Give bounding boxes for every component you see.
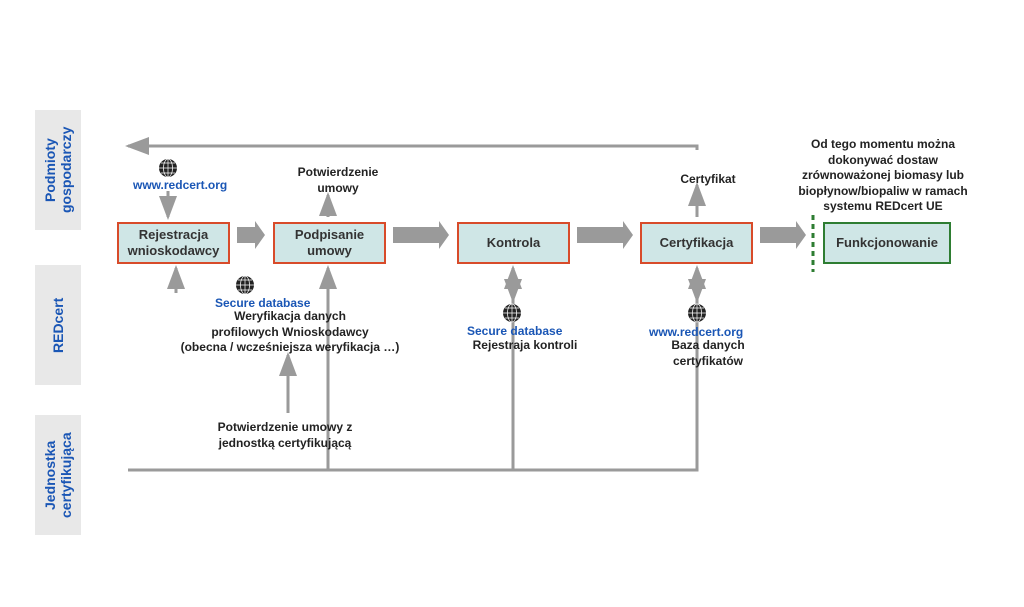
link-link2: www.redcert.org — [649, 325, 743, 339]
globe-icon — [502, 303, 522, 323]
lane-gospodarczy: Podmiotygospodarczy — [35, 110, 81, 230]
annot-a_certyf: Certyfikat — [668, 172, 748, 188]
box-funkcjonowanie: Funkcjonowanie — [823, 222, 951, 264]
arrow-t_top_long — [128, 146, 697, 150]
link-link1: www.redcert.org — [133, 178, 227, 192]
block-arrow — [237, 221, 265, 249]
block-arrow — [393, 221, 449, 249]
globe-icon — [235, 275, 255, 295]
block-arrow — [577, 221, 633, 249]
lane-certyfikujaca: Jednostkacertyfikująca — [35, 415, 81, 535]
box-certyfikacja: Certyfikacja — [640, 222, 753, 264]
box-podpisanie: Podpisanieumowy — [273, 222, 386, 264]
box-kontrola: Kontrola — [457, 222, 570, 264]
annot-a_rejk: Rejestraja kontroli — [460, 338, 590, 354]
block-arrow — [760, 221, 806, 249]
lane-redcert: REDcert — [35, 265, 81, 385]
annot-a_final: Od tego momentu możnadokonywać dostawzró… — [783, 137, 983, 215]
globe-icon — [687, 303, 707, 323]
box-rejestracja: Rejestracjawnioskodawcy — [117, 222, 230, 264]
annot-a_potw: Potwierdzenie umowy zjednostką certyfiku… — [185, 420, 385, 451]
link-sd2: Secure database — [467, 324, 562, 338]
annot-a_weryf: Weryfikacja danychprofilowych Wnioskodaw… — [175, 309, 405, 356]
annot-a_umowa: Potwierdzenieumowy — [278, 165, 398, 196]
globe-icon — [158, 158, 178, 178]
annot-a_baza: Baza danychcertyfikatów — [648, 338, 768, 369]
link-sd1: Secure database — [215, 296, 310, 310]
